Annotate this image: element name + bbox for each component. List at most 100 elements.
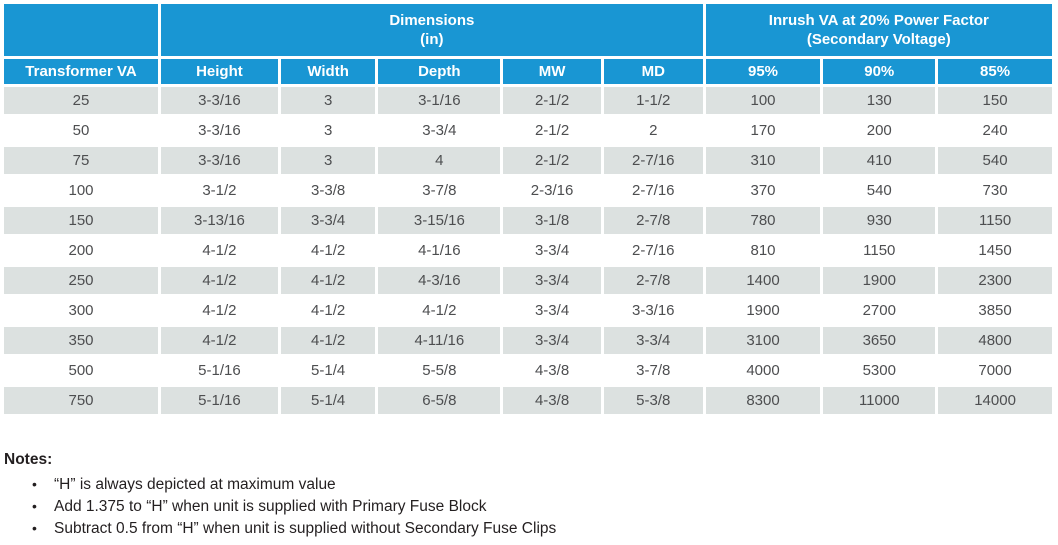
table-cell: 730 bbox=[938, 177, 1052, 204]
table-cell: 2 bbox=[603, 117, 703, 144]
table-cell: 1150 bbox=[823, 237, 936, 264]
table-cell: 250 bbox=[4, 267, 159, 294]
column-header-mw: MW bbox=[503, 59, 601, 84]
table-cell: 780 bbox=[705, 207, 821, 234]
blank-header-cell bbox=[4, 4, 159, 56]
table-cell: 3-1/8 bbox=[503, 207, 601, 234]
table-cell: 1450 bbox=[938, 237, 1052, 264]
table-cell: 5300 bbox=[823, 357, 936, 384]
table-cell: 3-3/4 bbox=[378, 117, 501, 144]
note-item: • Add 1.375 to “H” when unit is supplied… bbox=[4, 499, 1058, 515]
note-text: Subtract 0.5 from “H” when unit is suppl… bbox=[54, 520, 557, 537]
column-header-depth: Depth bbox=[378, 59, 501, 84]
table-cell: 3-3/16 bbox=[161, 117, 278, 144]
table-cell: 1-1/2 bbox=[603, 87, 703, 114]
table-cell: 1900 bbox=[705, 297, 821, 324]
table-cell: 4-1/2 bbox=[280, 297, 376, 324]
table-cell: 3-3/4 bbox=[503, 327, 601, 354]
table-cell: 5-1/4 bbox=[280, 357, 376, 384]
table-row: 350 4-1/2 4-1/2 4-11/16 3-3/4 3-3/4 3100 3650 48… bbox=[4, 327, 1052, 354]
table-cell: 3-3/4 bbox=[280, 207, 376, 234]
table-cell: 3-3/4 bbox=[503, 237, 601, 264]
table-cell: 3100 bbox=[705, 327, 821, 354]
table-cell: 4-3/8 bbox=[503, 387, 601, 414]
table-cell: 5-1/16 bbox=[161, 387, 278, 414]
table-cell: 4-3/8 bbox=[503, 357, 601, 384]
table-row: 500 5-1/16 5-1/4 5-5/8 4-3/8 3-7/8 4000 5300 700… bbox=[4, 357, 1052, 384]
table-cell: 370 bbox=[705, 177, 821, 204]
table-row: 200 4-1/2 4-1/2 4-1/16 3-3/4 2-7/16 810 1150 145… bbox=[4, 237, 1052, 264]
table-row: 25 3-3/16 3 3-1/16 2-1/2 1-1/2 100 130 150 bbox=[4, 87, 1052, 114]
table-row: 750 5-1/16 5-1/4 6-5/8 4-3/8 5-3/8 8300 11000 14… bbox=[4, 387, 1052, 414]
table-cell: 150 bbox=[4, 207, 159, 234]
table-cell: 5-1/4 bbox=[280, 387, 376, 414]
inrush-group-header: Inrush VA at 20% Power Factor (Secondary… bbox=[705, 4, 1052, 56]
table-cell: 4-1/2 bbox=[280, 327, 376, 354]
table-body: 25 3-3/16 3 3-1/16 2-1/2 1-1/2 100 130 150 50 3-3/… bbox=[4, 87, 1052, 414]
table-cell: 240 bbox=[938, 117, 1052, 144]
table-cell: 130 bbox=[823, 87, 936, 114]
table-cell: 2-1/2 bbox=[503, 117, 601, 144]
column-header-transformer-va: Transformer VA bbox=[4, 59, 159, 84]
note-text: “H” is always depicted at maximum value bbox=[54, 476, 336, 493]
table-cell: 4-1/2 bbox=[161, 237, 278, 264]
column-header-md: MD bbox=[603, 59, 703, 84]
table-cell: 4-1/2 bbox=[378, 297, 501, 324]
bullet-icon: • bbox=[32, 476, 37, 492]
table-cell: 2-7/8 bbox=[603, 207, 703, 234]
group-header-row: Dimensions (in) Inrush VA at 20% Power F… bbox=[4, 4, 1052, 56]
table-cell: 3-3/8 bbox=[280, 177, 376, 204]
table-cell: 3 bbox=[280, 87, 376, 114]
table-cell: 350 bbox=[4, 327, 159, 354]
table-cell: 500 bbox=[4, 357, 159, 384]
table-cell: 2-7/16 bbox=[603, 237, 703, 264]
column-header-95pct: 95% bbox=[705, 59, 821, 84]
table-cell: 2-1/2 bbox=[503, 147, 601, 174]
table-cell: 100 bbox=[705, 87, 821, 114]
table-cell: 3850 bbox=[938, 297, 1052, 324]
table-cell: 4 bbox=[378, 147, 501, 174]
note-item: • Subtract 0.5 from “H” when unit is sup… bbox=[4, 520, 1058, 537]
transformer-spec-table: Dimensions (in) Inrush VA at 20% Power F… bbox=[1, 1, 1055, 417]
table-cell: 810 bbox=[705, 237, 821, 264]
table-cell: 3-1/2 bbox=[161, 177, 278, 204]
column-header-85pct: 85% bbox=[938, 59, 1052, 84]
column-header-width: Width bbox=[280, 59, 376, 84]
table-row: 150 3-13/16 3-3/4 3-15/16 3-1/8 2-7/8 780 930 11… bbox=[4, 207, 1052, 234]
table-cell: 3-3/4 bbox=[603, 327, 703, 354]
table-cell: 2300 bbox=[938, 267, 1052, 294]
table-cell: 5-3/8 bbox=[603, 387, 703, 414]
table-row: 100 3-1/2 3-3/8 3-7/8 2-3/16 2-7/16 370 540 730 bbox=[4, 177, 1052, 204]
bullet-icon: • bbox=[32, 520, 37, 536]
table-cell: 200 bbox=[4, 237, 159, 264]
table-cell: 2-1/2 bbox=[503, 87, 601, 114]
table-cell: 540 bbox=[823, 177, 936, 204]
table-cell: 5-1/16 bbox=[161, 357, 278, 384]
table-cell: 300 bbox=[4, 297, 159, 324]
table-cell: 2700 bbox=[823, 297, 936, 324]
table-cell: 540 bbox=[938, 147, 1052, 174]
table-cell: 4-11/16 bbox=[378, 327, 501, 354]
table-cell: 1400 bbox=[705, 267, 821, 294]
table-cell: 200 bbox=[823, 117, 936, 144]
table-cell: 6-5/8 bbox=[378, 387, 501, 414]
table-cell: 2-7/16 bbox=[603, 147, 703, 174]
table-cell: 1900 bbox=[823, 267, 936, 294]
table-cell: 4-3/16 bbox=[378, 267, 501, 294]
table-cell: 4000 bbox=[705, 357, 821, 384]
notes-list: • “H” is always depicted at maximum valu… bbox=[4, 476, 1058, 537]
table-cell: 3-3/4 bbox=[503, 267, 601, 294]
table-cell: 930 bbox=[823, 207, 936, 234]
table-cell: 4-1/2 bbox=[280, 237, 376, 264]
notes-title: Notes: bbox=[4, 451, 53, 468]
table-cell: 2-7/16 bbox=[603, 177, 703, 204]
column-header-height: Height bbox=[161, 59, 278, 84]
column-header-90pct: 90% bbox=[823, 59, 936, 84]
table-cell: 8300 bbox=[705, 387, 821, 414]
table-cell: 3-15/16 bbox=[378, 207, 501, 234]
table-cell: 2-3/16 bbox=[503, 177, 601, 204]
table-cell: 3-3/4 bbox=[503, 297, 601, 324]
table-row: 300 4-1/2 4-1/2 4-1/2 3-3/4 3-3/16 1900 2700 385… bbox=[4, 297, 1052, 324]
table-cell: 4800 bbox=[938, 327, 1052, 354]
